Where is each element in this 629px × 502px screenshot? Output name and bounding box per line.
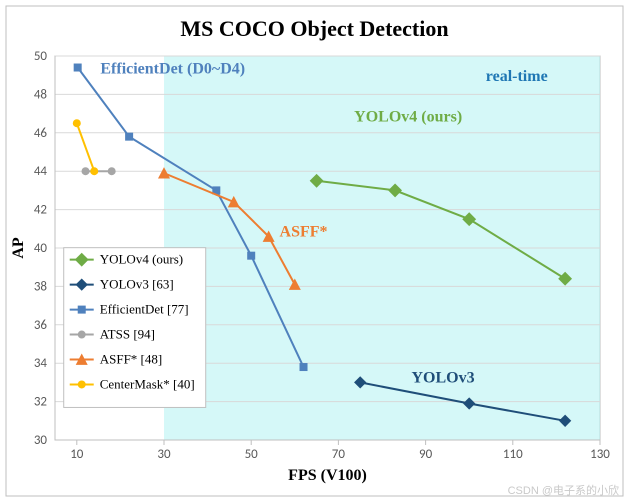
legend-marker: [78, 331, 86, 339]
anno-yolov3: YOLOv3: [411, 369, 474, 386]
ytick-label: 38: [34, 279, 48, 294]
legend-label: ATSS [94]: [100, 327, 155, 342]
ytick-label: 44: [34, 164, 48, 179]
ytick-label: 34: [34, 356, 48, 371]
ytick-label: 30: [34, 433, 48, 448]
legend-marker: [78, 380, 86, 388]
ytick-label: 36: [34, 318, 48, 333]
coco-detection-chart: MS COCO Object Detection 30 32 34 36 38 40 42 44…: [0, 0, 629, 502]
series-marker: [90, 167, 98, 175]
anno-efficientdet: EfficientDet (D0~D4): [100, 60, 245, 77]
y-axis-label: AP: [10, 237, 27, 259]
series-marker: [73, 119, 81, 127]
legend-label: YOLOv3 [63]: [100, 277, 174, 292]
ytick-label: 42: [34, 203, 48, 218]
legend-marker: [78, 306, 86, 314]
series-marker: [108, 167, 116, 175]
xtick-label: 130: [590, 447, 610, 462]
legend-label: EfficientDet [77]: [100, 302, 189, 317]
xtick-label: 50: [245, 447, 259, 462]
legend-label: CenterMask* [40]: [100, 376, 195, 391]
xtick-label: 70: [332, 447, 346, 462]
chart-title: MS COCO Object Detection: [180, 16, 448, 41]
legend-label: YOLOv4 (ours): [100, 252, 183, 267]
ytick-label: 40: [34, 241, 48, 256]
anno-realtime: real-time: [486, 68, 548, 85]
watermark-text: CSDN @电子系的小欣: [508, 482, 619, 498]
ytick-label: 46: [34, 126, 48, 141]
series-marker: [300, 363, 308, 371]
xtick-label: 30: [157, 447, 171, 462]
ytick-label: 50: [34, 49, 48, 64]
series-marker: [247, 252, 255, 260]
series-marker: [74, 64, 82, 72]
series-marker: [125, 133, 133, 141]
xtick-label: 10: [70, 447, 84, 462]
ytick-label: 32: [34, 395, 48, 410]
ytick-label: 48: [34, 87, 48, 102]
xtick-label: 110: [503, 447, 523, 462]
anno-asff: ASFF*: [280, 223, 328, 240]
series-marker: [82, 167, 90, 175]
anno-yolov4: YOLOv4 (ours): [354, 108, 462, 125]
xtick-label: 90: [419, 447, 433, 462]
legend-label: ASFF* [48]: [100, 352, 163, 367]
x-axis-label: FPS (V100): [288, 467, 367, 484]
